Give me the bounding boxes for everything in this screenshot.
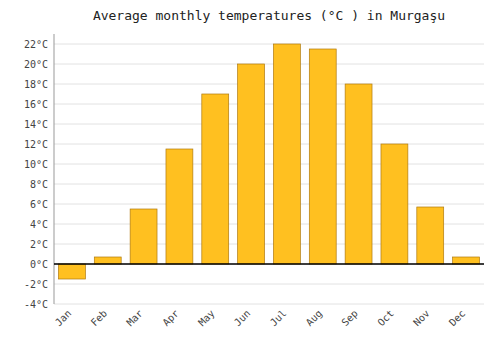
x-tick-label: Jul xyxy=(268,308,289,329)
x-tick-label: Nov xyxy=(411,308,432,329)
x-tick-label: Dec xyxy=(447,308,468,329)
y-tick-label: 22°C xyxy=(24,39,48,50)
y-tick-label: 0°C xyxy=(30,259,48,270)
grid-line xyxy=(54,204,484,205)
grid-line xyxy=(54,164,484,165)
x-tick-label: Jan xyxy=(53,308,74,329)
zero-line xyxy=(54,263,484,265)
y-tick-label: -2°C xyxy=(24,279,48,290)
grid-line xyxy=(54,264,484,265)
bar xyxy=(58,264,85,279)
y-tick-label: 2°C xyxy=(30,239,48,250)
bar xyxy=(381,144,408,264)
bar xyxy=(202,94,229,264)
grid-line xyxy=(54,84,484,85)
x-tick-label: Feb xyxy=(89,308,110,329)
y-tick-label: 10°C xyxy=(24,159,48,170)
y-tick-label: 14°C xyxy=(24,119,48,130)
x-tick-label: May xyxy=(196,308,217,329)
y-tick-label: 12°C xyxy=(24,139,48,150)
bar xyxy=(130,209,157,264)
chart: Average monthly temperatures (°C ) in Mu… xyxy=(0,0,500,350)
grid-line xyxy=(54,44,484,45)
x-tick-label: Jun xyxy=(232,308,253,329)
grid-line xyxy=(54,124,484,125)
x-tick-label: Apr xyxy=(160,308,181,329)
bar xyxy=(238,64,265,264)
title: Average monthly temperatures (°C ) in Mu… xyxy=(93,8,445,23)
x-tick-label: Mar xyxy=(124,308,145,329)
y-tick-label: 16°C xyxy=(24,99,48,110)
y-tick-label: 6°C xyxy=(30,199,48,210)
grid-line xyxy=(54,64,484,65)
grid-line xyxy=(54,184,484,185)
y-tick-label: 8°C xyxy=(30,179,48,190)
bar xyxy=(345,84,372,264)
grid xyxy=(54,44,484,304)
bar xyxy=(166,149,193,264)
bar xyxy=(94,257,121,264)
bar xyxy=(309,49,336,264)
bars xyxy=(54,44,484,279)
grid-line xyxy=(54,104,484,105)
grid-line xyxy=(54,144,484,145)
y-tick-label: 4°C xyxy=(30,219,48,230)
x-tick-label: Sep xyxy=(339,308,360,329)
y-tick-label: 20°C xyxy=(24,59,48,70)
chart-container: Average monthly temperatures (°C ) in Mu… xyxy=(0,0,500,350)
bar xyxy=(453,257,480,264)
y-tick-label: -4°C xyxy=(24,299,48,310)
x-tick-label: Aug xyxy=(304,308,325,329)
grid-line xyxy=(54,284,484,285)
x-tick-label: Oct xyxy=(375,308,396,329)
y-tick-label: 18°C xyxy=(24,79,48,90)
grid-line xyxy=(54,304,484,305)
bar xyxy=(273,44,300,264)
bar xyxy=(417,207,444,264)
